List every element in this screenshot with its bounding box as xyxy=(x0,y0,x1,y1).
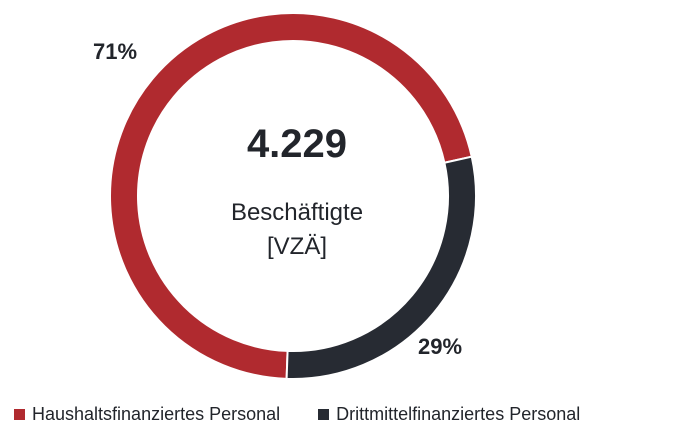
data-label-haushalt: 71% xyxy=(93,39,137,64)
legend-item-drittmittel: Drittmittelfinanziertes Personal xyxy=(318,404,580,425)
legend-swatch-haushalt xyxy=(14,408,25,420)
center-label-line2: [VZÄ] xyxy=(266,233,327,260)
center-label: Beschäftigte [VZÄ] xyxy=(162,196,432,264)
legend-swatch-drittmittel xyxy=(318,408,330,420)
center-label-line1: Beschäftigte xyxy=(230,199,364,226)
legend: Haushaltsfinanziertes Personal Drittmitt… xyxy=(14,402,674,426)
data-label-drittmittel: 29% xyxy=(418,334,462,359)
total-value: 4.229 xyxy=(246,122,348,166)
legend-label-haushalt: Haushaltsfinanziertes Personal xyxy=(32,403,281,424)
slice-drittmittel xyxy=(285,155,477,380)
legend-item-haushalt: Haushaltsfinanziertes Personal xyxy=(14,404,280,425)
donut-chart: 71% 29% xyxy=(93,12,477,380)
slice-haushalt xyxy=(109,12,473,380)
legend-label-drittmittel: Drittmittelfinanziertes Personal xyxy=(336,403,581,424)
